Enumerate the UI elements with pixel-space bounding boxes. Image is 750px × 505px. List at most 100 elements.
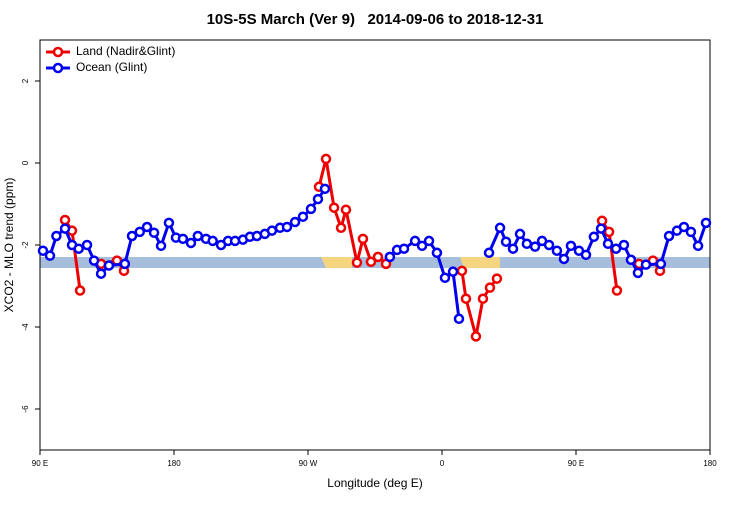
y-tick-label: -2 bbox=[21, 241, 30, 249]
data-point bbox=[365, 256, 377, 268]
data-point bbox=[281, 221, 293, 233]
data-point bbox=[692, 240, 704, 252]
data-point bbox=[320, 153, 332, 165]
data-point bbox=[119, 258, 131, 270]
data-point bbox=[494, 222, 506, 234]
data-point bbox=[126, 230, 138, 242]
legend-label: Land (Nadir&Glint) bbox=[76, 44, 175, 58]
data-point bbox=[663, 230, 675, 242]
data-point bbox=[134, 226, 146, 238]
data-point bbox=[447, 266, 459, 277]
data-point bbox=[456, 265, 468, 277]
data-point bbox=[351, 257, 363, 268]
data-point bbox=[632, 267, 644, 279]
data-point bbox=[580, 249, 592, 261]
data-point bbox=[602, 238, 614, 250]
data-point bbox=[678, 221, 690, 233]
data-point bbox=[611, 285, 623, 296]
data-point bbox=[439, 272, 451, 284]
legend-label: Ocean (Glint) bbox=[76, 60, 147, 74]
data-point bbox=[521, 238, 533, 250]
data-point bbox=[655, 258, 667, 270]
data-point bbox=[603, 226, 615, 238]
data-point bbox=[192, 230, 204, 242]
data-point bbox=[700, 217, 712, 229]
data-point bbox=[529, 241, 541, 252]
data-point bbox=[357, 233, 369, 245]
data-point bbox=[141, 221, 153, 233]
data-point bbox=[37, 245, 49, 256]
x-tick-label: 0 bbox=[440, 459, 445, 468]
data-point bbox=[423, 235, 435, 247]
data-point bbox=[163, 217, 175, 229]
y-tick-label: -6 bbox=[21, 405, 30, 413]
data-point bbox=[384, 251, 396, 263]
data-point bbox=[305, 203, 317, 215]
data-point bbox=[409, 235, 421, 247]
data-point bbox=[484, 282, 496, 293]
data-point bbox=[155, 240, 167, 252]
data-point bbox=[543, 239, 555, 251]
data-point bbox=[610, 243, 622, 254]
chart-title: 10S-5S March (Ver 9) 2014-09-06 to 2018-… bbox=[207, 11, 544, 28]
y-axis-label: XCO2 - MLO trend (ppm) bbox=[2, 178, 16, 313]
land-strip bbox=[321, 257, 352, 268]
land-strip bbox=[460, 257, 500, 268]
data-point bbox=[685, 226, 697, 238]
data-point bbox=[95, 268, 107, 279]
data-point bbox=[640, 259, 652, 270]
data-point bbox=[500, 236, 512, 247]
y-tick-label: 2 bbox=[21, 78, 30, 83]
data-point bbox=[507, 243, 519, 254]
data-point bbox=[297, 211, 309, 222]
x-tick-label: 90 E bbox=[568, 459, 584, 468]
x-axis-label: Longitude (deg E) bbox=[327, 476, 422, 490]
data-point bbox=[372, 251, 384, 263]
data-point bbox=[328, 202, 340, 213]
data-point bbox=[88, 255, 100, 266]
data-point bbox=[588, 231, 600, 243]
data-point bbox=[44, 250, 56, 261]
y-tick-label: 0 bbox=[21, 160, 30, 165]
y-tick-label: -4 bbox=[21, 323, 30, 331]
data-point bbox=[625, 254, 637, 266]
data-point bbox=[416, 240, 428, 252]
data-point bbox=[491, 273, 503, 284]
data-point bbox=[340, 204, 352, 215]
data-point bbox=[551, 245, 563, 256]
data-point bbox=[289, 216, 301, 228]
data-point bbox=[335, 222, 347, 234]
data-point bbox=[59, 223, 71, 234]
data-point bbox=[73, 243, 84, 254]
data-point bbox=[470, 331, 482, 342]
data-point bbox=[148, 227, 160, 238]
data-point bbox=[398, 243, 410, 254]
data-point bbox=[185, 237, 197, 249]
data-point bbox=[319, 183, 331, 195]
data-point bbox=[81, 239, 93, 251]
x-tick-label: 90 W bbox=[299, 459, 318, 468]
data-point bbox=[483, 247, 495, 259]
data-point bbox=[59, 214, 71, 226]
data-point bbox=[460, 293, 472, 304]
data-point bbox=[565, 240, 577, 252]
data-point bbox=[558, 253, 570, 265]
x-tick-label: 90 E bbox=[32, 459, 48, 468]
data-point bbox=[74, 285, 86, 296]
data-point bbox=[207, 235, 218, 247]
data-point bbox=[177, 233, 189, 245]
data-point bbox=[595, 223, 607, 234]
data-point bbox=[103, 260, 115, 271]
legend-marker bbox=[52, 62, 64, 74]
data-point bbox=[51, 230, 62, 242]
legend-marker bbox=[52, 46, 64, 58]
data-point bbox=[514, 228, 526, 240]
x-tick-label: 180 bbox=[167, 459, 181, 468]
data-point bbox=[431, 247, 443, 259]
data-point bbox=[453, 313, 465, 325]
data-point bbox=[312, 193, 324, 205]
data-point bbox=[618, 239, 630, 251]
data-point bbox=[477, 293, 489, 304]
